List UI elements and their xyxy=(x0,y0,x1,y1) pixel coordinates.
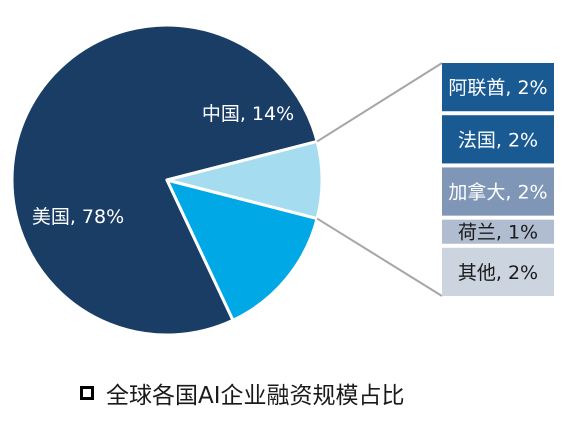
bar-label-法国: 法国, 2% xyxy=(458,129,538,151)
bar-segment-法国 xyxy=(442,115,554,164)
connector-line-top xyxy=(316,62,443,143)
pie-slice-中国 xyxy=(165,178,319,322)
breakdown-bar xyxy=(442,63,554,296)
chart-caption: 全球各国AI企业融资规模占比 xyxy=(80,378,405,409)
bar-label-荷兰: 荷兰, 1% xyxy=(458,222,538,244)
bar-label-阿联酋: 阿联酋, 2% xyxy=(448,77,547,99)
connector-lines xyxy=(316,62,443,297)
pie-slices xyxy=(10,23,324,337)
bar-segment-阿联酋 xyxy=(442,63,554,112)
pie-of-pie-chart: 美国, 78% 中国, 14% 阿联酋, 2% 法国, 2% 加拿大, 2% 荷兰, 1%… xyxy=(10,23,554,337)
bar-segment-荷兰 xyxy=(442,219,554,244)
pie-slice-美国 xyxy=(10,23,319,337)
caption-text: 全球各国AI企业融资规模占比 xyxy=(106,383,405,409)
slice-label-中国: 中国, 14% xyxy=(202,103,294,125)
connector-line-bottom xyxy=(316,217,443,297)
bar-segment-加拿大 xyxy=(442,167,554,216)
bar-label-加拿大: 加拿大, 2% xyxy=(448,181,547,204)
square-outline-icon xyxy=(80,386,94,400)
slice-label-美国: 美国, 78% xyxy=(32,206,124,228)
bar-label-其他: 其他, 2% xyxy=(458,262,538,284)
data-labels: 美国, 78% 中国, 14% 阿联酋, 2% 法国, 2% 加拿大, 2% 荷兰, 1%… xyxy=(32,77,548,284)
bar-segment-其他 xyxy=(442,247,554,296)
pie-slice-其他国家 xyxy=(165,139,324,221)
